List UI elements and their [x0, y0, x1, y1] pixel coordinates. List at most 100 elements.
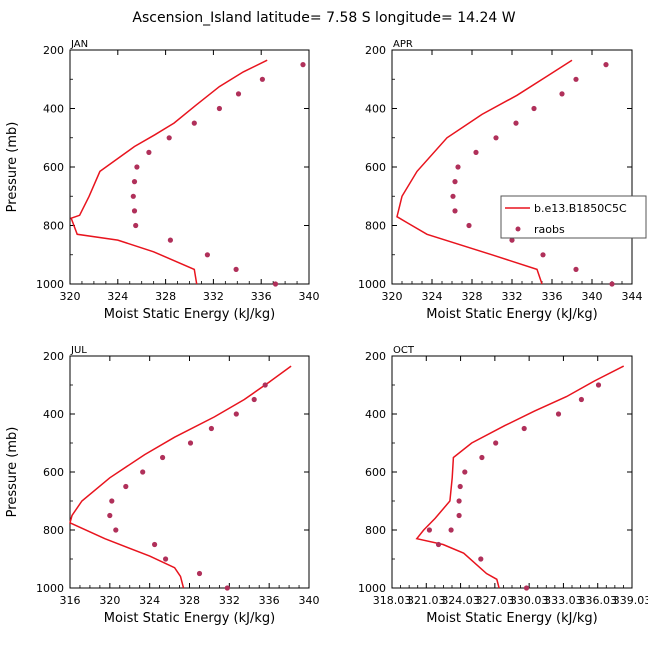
- x-tick-label-apr: 328: [462, 290, 483, 303]
- x-tick-label-jul: 324: [139, 594, 160, 607]
- raobs-point-oct: [595, 382, 602, 388]
- panel-jul: JUL 316 320 324 328 332 336 340 200 400 600 800 1000…: [5, 345, 320, 626]
- raobs-point-jul: [152, 541, 158, 548]
- plot-frame-apr: [391, 49, 633, 285]
- x-tick-label-oct: 318.03: [373, 594, 412, 607]
- y-tick-label-jan: 1000: [36, 278, 64, 291]
- x-tick-label-apr: 332: [502, 290, 523, 303]
- x-tick-label-oct: 321.03: [407, 594, 446, 607]
- y-tick-label-jul: 800: [43, 524, 64, 537]
- raobs-point-jul: [163, 556, 169, 562]
- x-axis-title-apr: Moist Static Energy (kJ/kg): [426, 307, 597, 322]
- model-line-apr: [396, 59, 573, 285]
- raobs-point-jan: [146, 149, 152, 155]
- legend-box: [500, 195, 647, 239]
- y-tick-label-jul: 1000: [36, 582, 64, 595]
- raobs-point-jan: [167, 237, 173, 243]
- raobs-point-oct: [493, 440, 499, 446]
- x-axis-title-jan: Moist Static Energy (kJ/kg): [104, 307, 275, 322]
- x-tick-label-jan: 320: [60, 290, 81, 303]
- y-tick-label-jan: 400: [43, 103, 64, 116]
- x-tick-label-jan: 340: [299, 290, 320, 303]
- raobs-point-apr: [573, 76, 579, 82]
- raobs-point-jan: [300, 62, 306, 68]
- y-axis-title-jul: Pressure (mb): [5, 427, 20, 518]
- y-tick-label-oct: 800: [365, 524, 386, 537]
- x-tick-label-jul: 332: [219, 594, 240, 607]
- raobs-point-jan: [166, 135, 172, 141]
- raobs-point-apr: [455, 164, 461, 170]
- y-tick-label-jul: 600: [43, 466, 64, 479]
- raobs-point-apr: [452, 179, 458, 185]
- legend-obs-marker: [515, 226, 521, 232]
- y-tick-label-apr: 800: [365, 220, 386, 233]
- raobs-point-oct: [426, 527, 432, 533]
- y-tick-label-oct: 600: [365, 466, 386, 479]
- panel-label-jul: JUL: [70, 345, 87, 356]
- model-line-oct: [415, 365, 625, 589]
- raobs-point-jul: [233, 411, 239, 417]
- x-tick-label-jul: 340: [299, 594, 320, 607]
- raobs-point-apr: [509, 237, 515, 243]
- x-tick-label-oct: 327.03: [476, 594, 515, 607]
- panel-jan: JAN 320 324 328 332 336 340 200 400 600 800 1000 Moi…: [5, 39, 320, 322]
- raobs-point-apr: [473, 149, 479, 155]
- legend-obs-label: raobs: [534, 223, 565, 236]
- x-tick-label-oct: 324.03: [441, 594, 480, 607]
- raobs-point-jan: [134, 164, 140, 170]
- model-line-jan: [70, 59, 268, 285]
- raobs-point-oct: [479, 454, 485, 461]
- raobs-point-apr: [531, 105, 537, 112]
- raobs-point-jan: [272, 281, 279, 287]
- raobs-point-jul: [109, 498, 115, 504]
- raobs-point-oct: [521, 425, 527, 432]
- panel-label-jan: JAN: [70, 39, 88, 50]
- raobs-point-jul: [113, 527, 119, 533]
- x-axis-title-jul: Moist Static Energy (kJ/kg): [104, 611, 275, 626]
- raobs-point-apr: [513, 120, 519, 126]
- raobs-point-jan: [233, 266, 239, 272]
- raobs-point-apr: [452, 208, 458, 214]
- x-tick-label-jul: 320: [99, 594, 120, 607]
- raobs-point-jan: [204, 252, 210, 258]
- y-tick-label-jul: 200: [43, 350, 64, 363]
- y-tick-label-oct: 1000: [358, 582, 386, 595]
- figure-title: Ascension_Island latitude= 7.58 S longit…: [132, 10, 515, 26]
- x-tick-label-apr: 344: [622, 290, 643, 303]
- raobs-point-apr: [559, 91, 565, 97]
- x-tick-label-jul: 336: [259, 594, 280, 607]
- raobs-point-jul: [251, 396, 257, 403]
- raobs-point-jul: [187, 440, 194, 446]
- raobs-point-jul: [107, 512, 113, 519]
- x-tick-label-oct: 336.03: [578, 594, 617, 607]
- x-tick-label-oct: 333.03: [544, 594, 583, 607]
- raobs-point-oct: [448, 527, 454, 533]
- x-tick-label-apr: 320: [382, 290, 403, 303]
- raobs-point-oct: [457, 483, 463, 490]
- raobs-point-oct: [456, 498, 462, 504]
- raobs-point-apr: [609, 281, 615, 287]
- raobs-point-jul: [160, 454, 166, 461]
- raobs-point-jul: [208, 425, 214, 432]
- raobs-point-apr: [603, 62, 609, 68]
- y-tick-label-jan: 600: [43, 161, 64, 174]
- panel-apr: APR 320 324 328 332 336 340 344 200 400 600 800 1000…: [358, 39, 643, 322]
- raobs-point-oct: [578, 396, 585, 403]
- x-tick-label-jan: 332: [203, 290, 224, 303]
- panel-oct: OCT318.03321.03324.03327.03330.03333.033…: [358, 345, 648, 626]
- raobs-point-oct: [456, 512, 462, 519]
- model-line-jul: [69, 365, 292, 589]
- raobs-point-oct: [478, 556, 484, 562]
- x-tick-label-jan: 336: [251, 290, 272, 303]
- y-tick-label-apr: 600: [365, 161, 386, 174]
- y-tick-label-apr: 400: [365, 103, 386, 116]
- raobs-point-jan: [259, 76, 265, 82]
- raobs-point-jan: [133, 222, 139, 229]
- raobs-point-oct: [435, 541, 442, 548]
- raobs-point-jan: [191, 120, 197, 126]
- raobs-point-jul: [123, 483, 129, 490]
- x-tick-label-oct: 330.03: [510, 594, 549, 607]
- raobs-point-apr: [466, 222, 472, 229]
- raobs-point-oct: [555, 411, 562, 417]
